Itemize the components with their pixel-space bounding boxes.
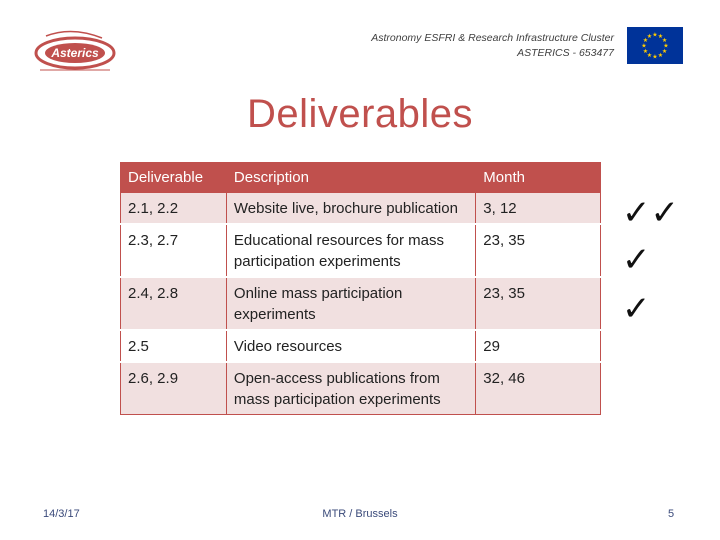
logo-text: Asterics xyxy=(50,46,99,60)
eu-flag-icon: ★ ★★★★★★★★★★★ xyxy=(627,27,683,64)
cell-month: 3, 12 xyxy=(475,192,601,224)
page-title: Deliverables xyxy=(246,92,474,136)
cell-deliverable: 2.6, 2.9 xyxy=(120,361,227,415)
table-row: 2.1, 2.2 Website live, brochure publicat… xyxy=(120,192,601,224)
eu-star-icon: ★ xyxy=(647,52,652,59)
cell-description: Open-access publications from mass parti… xyxy=(225,361,477,415)
cell-month: 29 xyxy=(475,329,601,362)
cell-description: Website live, brochure publication xyxy=(225,192,477,224)
cell-description: Video resources xyxy=(225,329,477,362)
column-header-deliverable: Deliverable xyxy=(120,162,227,193)
footer-date: 14/3/17 xyxy=(43,508,80,520)
cell-month: 23, 35 xyxy=(475,276,601,330)
eu-star-icon: ★ xyxy=(662,37,667,44)
eu-star-icon: ★ xyxy=(641,43,646,50)
eu-star-icon: ★ xyxy=(662,48,667,55)
eu-star-icon: ★ xyxy=(658,33,663,40)
table-row: 2.4, 2.8 Online mass participation exper… xyxy=(120,276,601,330)
cell-deliverable: 2.4, 2.8 xyxy=(120,276,227,330)
eu-star-icon: ★ xyxy=(647,33,652,40)
eu-star-icon: ★ xyxy=(643,37,648,44)
deliverables-table: Deliverable Description Month 2.1, 2.2 W… xyxy=(120,162,601,415)
table-row: 2.5 Video resources 29 xyxy=(120,329,601,362)
header-info: Astronomy ESFRI & Research Infrastructur… xyxy=(371,31,614,61)
table-header-row: Deliverable Description Month xyxy=(120,162,601,193)
column-header-month: Month xyxy=(475,162,601,193)
footer-location: MTR / Brussels xyxy=(322,508,398,520)
column-header-description: Description xyxy=(225,162,477,193)
table-row: 2.6, 2.9 Open-access publications from m… xyxy=(120,361,601,415)
eu-star-icon: ★ xyxy=(658,52,663,59)
table-row: 2.3, 2.7 Educational resources for mass … xyxy=(120,223,601,277)
eu-star-icon: ★ xyxy=(652,32,657,39)
header-line-1: Astronomy ESFRI & Research Infrastructur… xyxy=(371,32,614,44)
cell-deliverable: 2.3, 2.7 xyxy=(120,223,227,277)
asterics-logo: Asterics xyxy=(34,30,116,71)
checkmark-icon: ✓ xyxy=(622,289,651,329)
eu-star-icon: ★ xyxy=(663,43,668,50)
cell-month: 23, 35 xyxy=(475,223,601,277)
header-line-2: ASTERICS - 653477 xyxy=(517,47,614,59)
page-number: 5 xyxy=(668,508,675,520)
checkmark-icon: ✓ xyxy=(622,240,651,280)
cell-month: 32, 46 xyxy=(475,361,601,415)
checkmark-icon: ✓✓ xyxy=(622,193,679,233)
cell-deliverable: 2.1, 2.2 xyxy=(120,192,227,224)
eu-star-icon: ★ xyxy=(652,54,657,61)
eu-star-icon: ★ xyxy=(643,48,648,55)
cell-description: Educational resources for mass participa… xyxy=(225,223,477,277)
cell-description: Online mass participation experiments xyxy=(225,276,477,330)
cell-deliverable: 2.5 xyxy=(120,329,227,362)
